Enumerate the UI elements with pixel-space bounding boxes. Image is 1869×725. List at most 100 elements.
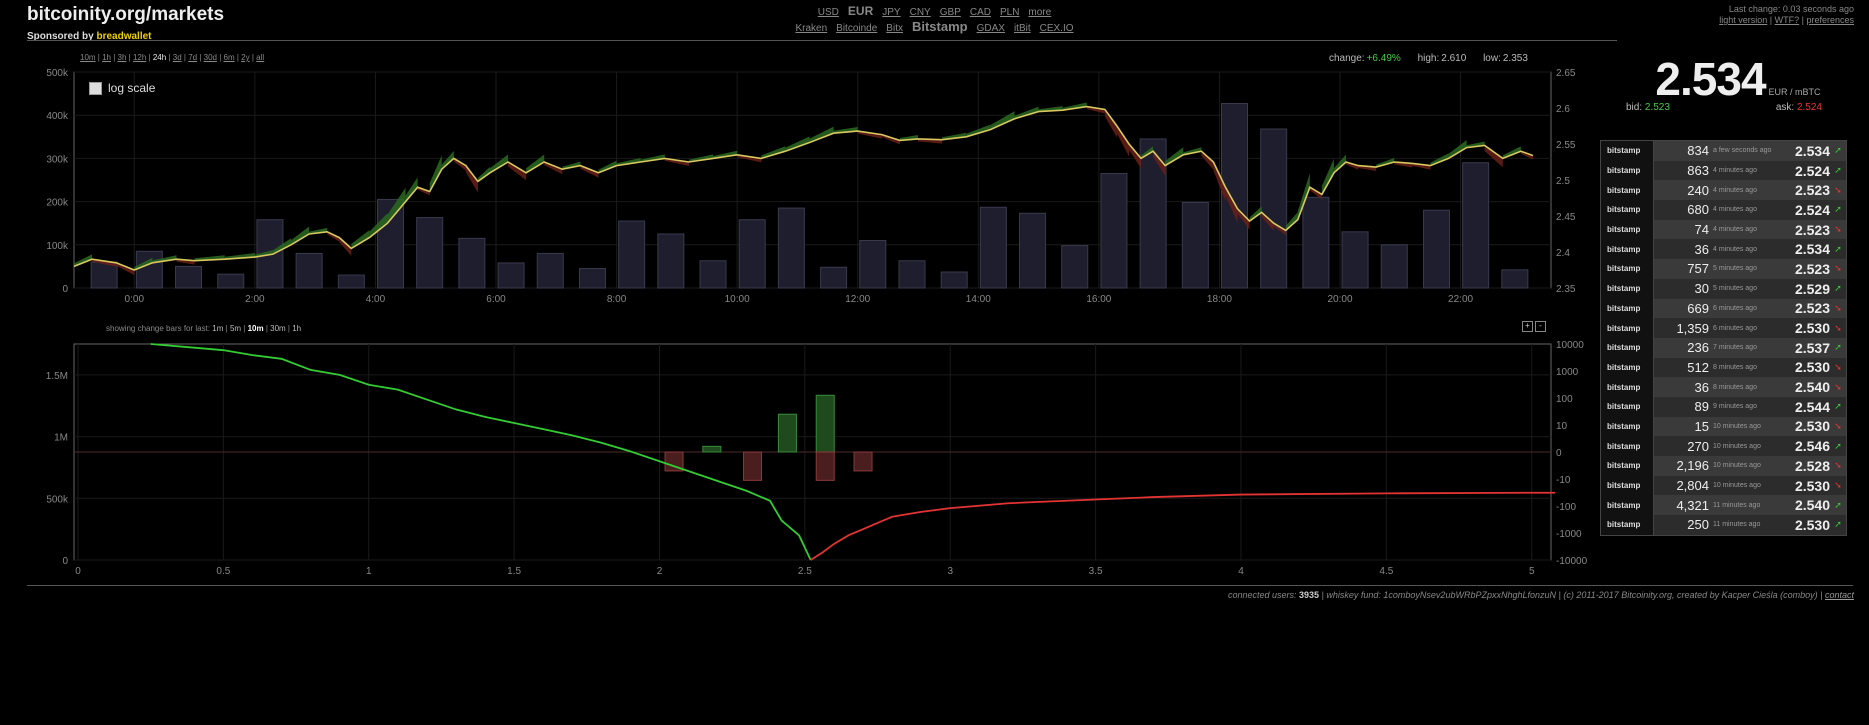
range-24h[interactable]: 24h	[152, 53, 167, 62]
spread-band	[291, 226, 310, 245]
separator: |	[285, 324, 293, 333]
price-tick-label: 2.35	[1556, 284, 1576, 295]
footer-divider	[27, 585, 1853, 586]
change-bars-1m[interactable]: 1m	[212, 324, 224, 333]
volume-bar	[1260, 128, 1288, 289]
trade-row: bitstamp 15 10 minutes ago 2.530 ➘	[1601, 416, 1846, 437]
change-bars-10m[interactable]: 10m	[247, 324, 264, 333]
exchange-itbit[interactable]: itBit	[1013, 23, 1031, 34]
range-30d[interactable]: 30d	[203, 53, 217, 62]
arrow-down-icon: ➘	[1834, 420, 1842, 431]
spread-band	[1309, 187, 1322, 200]
separator: |	[241, 324, 248, 333]
volume-tick-label: 500k	[46, 68, 69, 79]
spread-band	[857, 131, 882, 139]
trade-exchange: bitstamp	[1601, 160, 1654, 181]
exchange-kraken[interactable]: Kraken	[795, 23, 828, 34]
wtf-link[interactable]: WTF?	[1774, 15, 1800, 25]
trade-price: 2.523	[1794, 182, 1830, 199]
separator: |	[223, 324, 230, 333]
arrow-down-icon: ➘	[1834, 361, 1842, 372]
trade-amount: 15	[1694, 418, 1709, 434]
time-tick-label: 8:00	[607, 294, 627, 305]
currency-cny[interactable]: CNY	[909, 7, 931, 18]
currency-more[interactable]: more	[1028, 7, 1052, 18]
trade-price: 2.544	[1794, 398, 1830, 415]
price-tick-label: 4	[1238, 566, 1244, 577]
time-tick-label: 20:00	[1327, 294, 1352, 305]
price-tick-label: 3	[947, 566, 953, 577]
volume-bar	[90, 261, 118, 289]
spread-band	[272, 238, 292, 255]
range-6m[interactable]: 6m	[223, 53, 235, 62]
trade-price: 2.530	[1794, 516, 1830, 533]
zoom-out-button[interactable]: -	[1535, 321, 1546, 332]
time-tick-label: 12:00	[845, 294, 870, 305]
price-tick-label: 2.6	[1556, 104, 1570, 115]
volume-bar	[1302, 196, 1330, 289]
sponsor-link[interactable]: breadwallet	[96, 31, 152, 42]
range-7d[interactable]: 7d	[188, 53, 198, 62]
site-title[interactable]: bitcoinity.org/markets	[27, 4, 225, 25]
spread-band	[1141, 146, 1154, 159]
bid-ask: bid: 2.523 ask: 2.524	[1600, 102, 1846, 113]
time-tick-label: 16:00	[1086, 294, 1111, 305]
trades-list: bitstamp 834 a few seconds ago 2.534 ➚ bitsta…	[1600, 140, 1847, 536]
exchange-bitx[interactable]: Bitx	[886, 23, 903, 34]
time-tick-label: 2:00	[245, 294, 265, 305]
change-bars-30m[interactable]: 30m	[270, 324, 286, 333]
price-volume-chart[interactable]: 0 100k 200k 300k 400k 500k 0:00 2:00 4:00 6:00 8:0…	[0, 0, 1869, 320]
currency-eur[interactable]: EUR	[847, 4, 874, 18]
trade-time: 4 minutes ago	[1713, 186, 1757, 194]
separator: |	[146, 53, 153, 62]
range-3h[interactable]: 3h	[117, 53, 127, 62]
spread-band	[966, 124, 991, 137]
volume-bar	[738, 219, 766, 289]
log-scale-checkbox[interactable]	[89, 81, 102, 95]
currency-pln[interactable]: PLN	[999, 7, 1020, 18]
trade-exchange: bitstamp	[1601, 141, 1654, 161]
currency-list: USD EUR JPY CNY GBP CAD PLN more	[0, 4, 1869, 20]
range-3d[interactable]: 3d	[172, 53, 182, 62]
volume-tick-label: 0	[62, 284, 68, 295]
currency-jpy[interactable]: JPY	[882, 7, 901, 18]
spread-band	[942, 132, 967, 140]
exchange-bitstamp[interactable]: Bitstamp	[911, 19, 968, 34]
trade-price: 2.530	[1794, 320, 1830, 337]
currency-usd[interactable]: USD	[817, 7, 839, 18]
change-bar	[664, 451, 684, 472]
price-tick-label: 1.5	[507, 566, 521, 577]
currency-cad[interactable]: CAD	[969, 7, 991, 18]
contact-link[interactable]: contact	[1824, 590, 1854, 600]
range-2y[interactable]: 2y	[241, 53, 250, 62]
light-version-link[interactable]: light version	[1719, 15, 1768, 25]
exchange-bitcoinde[interactable]: Bitcoinde	[836, 23, 878, 34]
arrow-up-icon: ➚	[1834, 499, 1842, 510]
separator: |	[1767, 15, 1775, 25]
spread-band	[134, 257, 153, 270]
spread-band	[1321, 158, 1334, 195]
spread-band	[1466, 141, 1485, 148]
log-scale-toggle[interactable]: log scale	[89, 81, 155, 95]
spread-band	[616, 158, 641, 166]
change-tick-label: 0	[1556, 448, 1562, 459]
trade-exchange: bitstamp	[1601, 200, 1654, 220]
currency-gbp[interactable]: GBP	[939, 7, 961, 18]
change-tick-label: -10	[1556, 475, 1571, 486]
preferences-link[interactable]: preferences	[1806, 15, 1854, 25]
range-12h[interactable]: 12h	[132, 53, 147, 62]
arrow-down-icon: ➘	[1834, 302, 1842, 313]
change-bars-5m[interactable]: 5m	[229, 324, 242, 333]
asks-depth-line	[810, 491, 1555, 561]
exchange-gdax[interactable]: GDAX	[976, 23, 1005, 34]
range-1h[interactable]: 1h	[102, 53, 111, 62]
change-bars-1h[interactable]: 1h	[292, 324, 302, 333]
zoom-in-button[interactable]: +	[1522, 321, 1533, 332]
spread-band	[1249, 206, 1262, 222]
exchange-cex-io[interactable]: CEX.IO	[1039, 23, 1074, 34]
range-all[interactable]: all	[256, 53, 265, 62]
spread-band	[1213, 162, 1226, 202]
spread-band	[92, 259, 117, 267]
range-10m[interactable]: 10m	[80, 53, 96, 62]
